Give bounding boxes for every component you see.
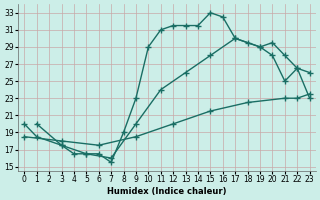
X-axis label: Humidex (Indice chaleur): Humidex (Indice chaleur) — [107, 187, 227, 196]
